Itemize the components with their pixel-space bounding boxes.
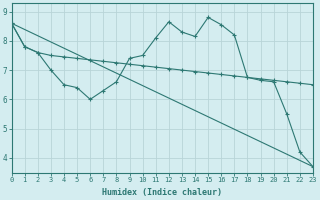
- X-axis label: Humidex (Indice chaleur): Humidex (Indice chaleur): [102, 188, 222, 197]
